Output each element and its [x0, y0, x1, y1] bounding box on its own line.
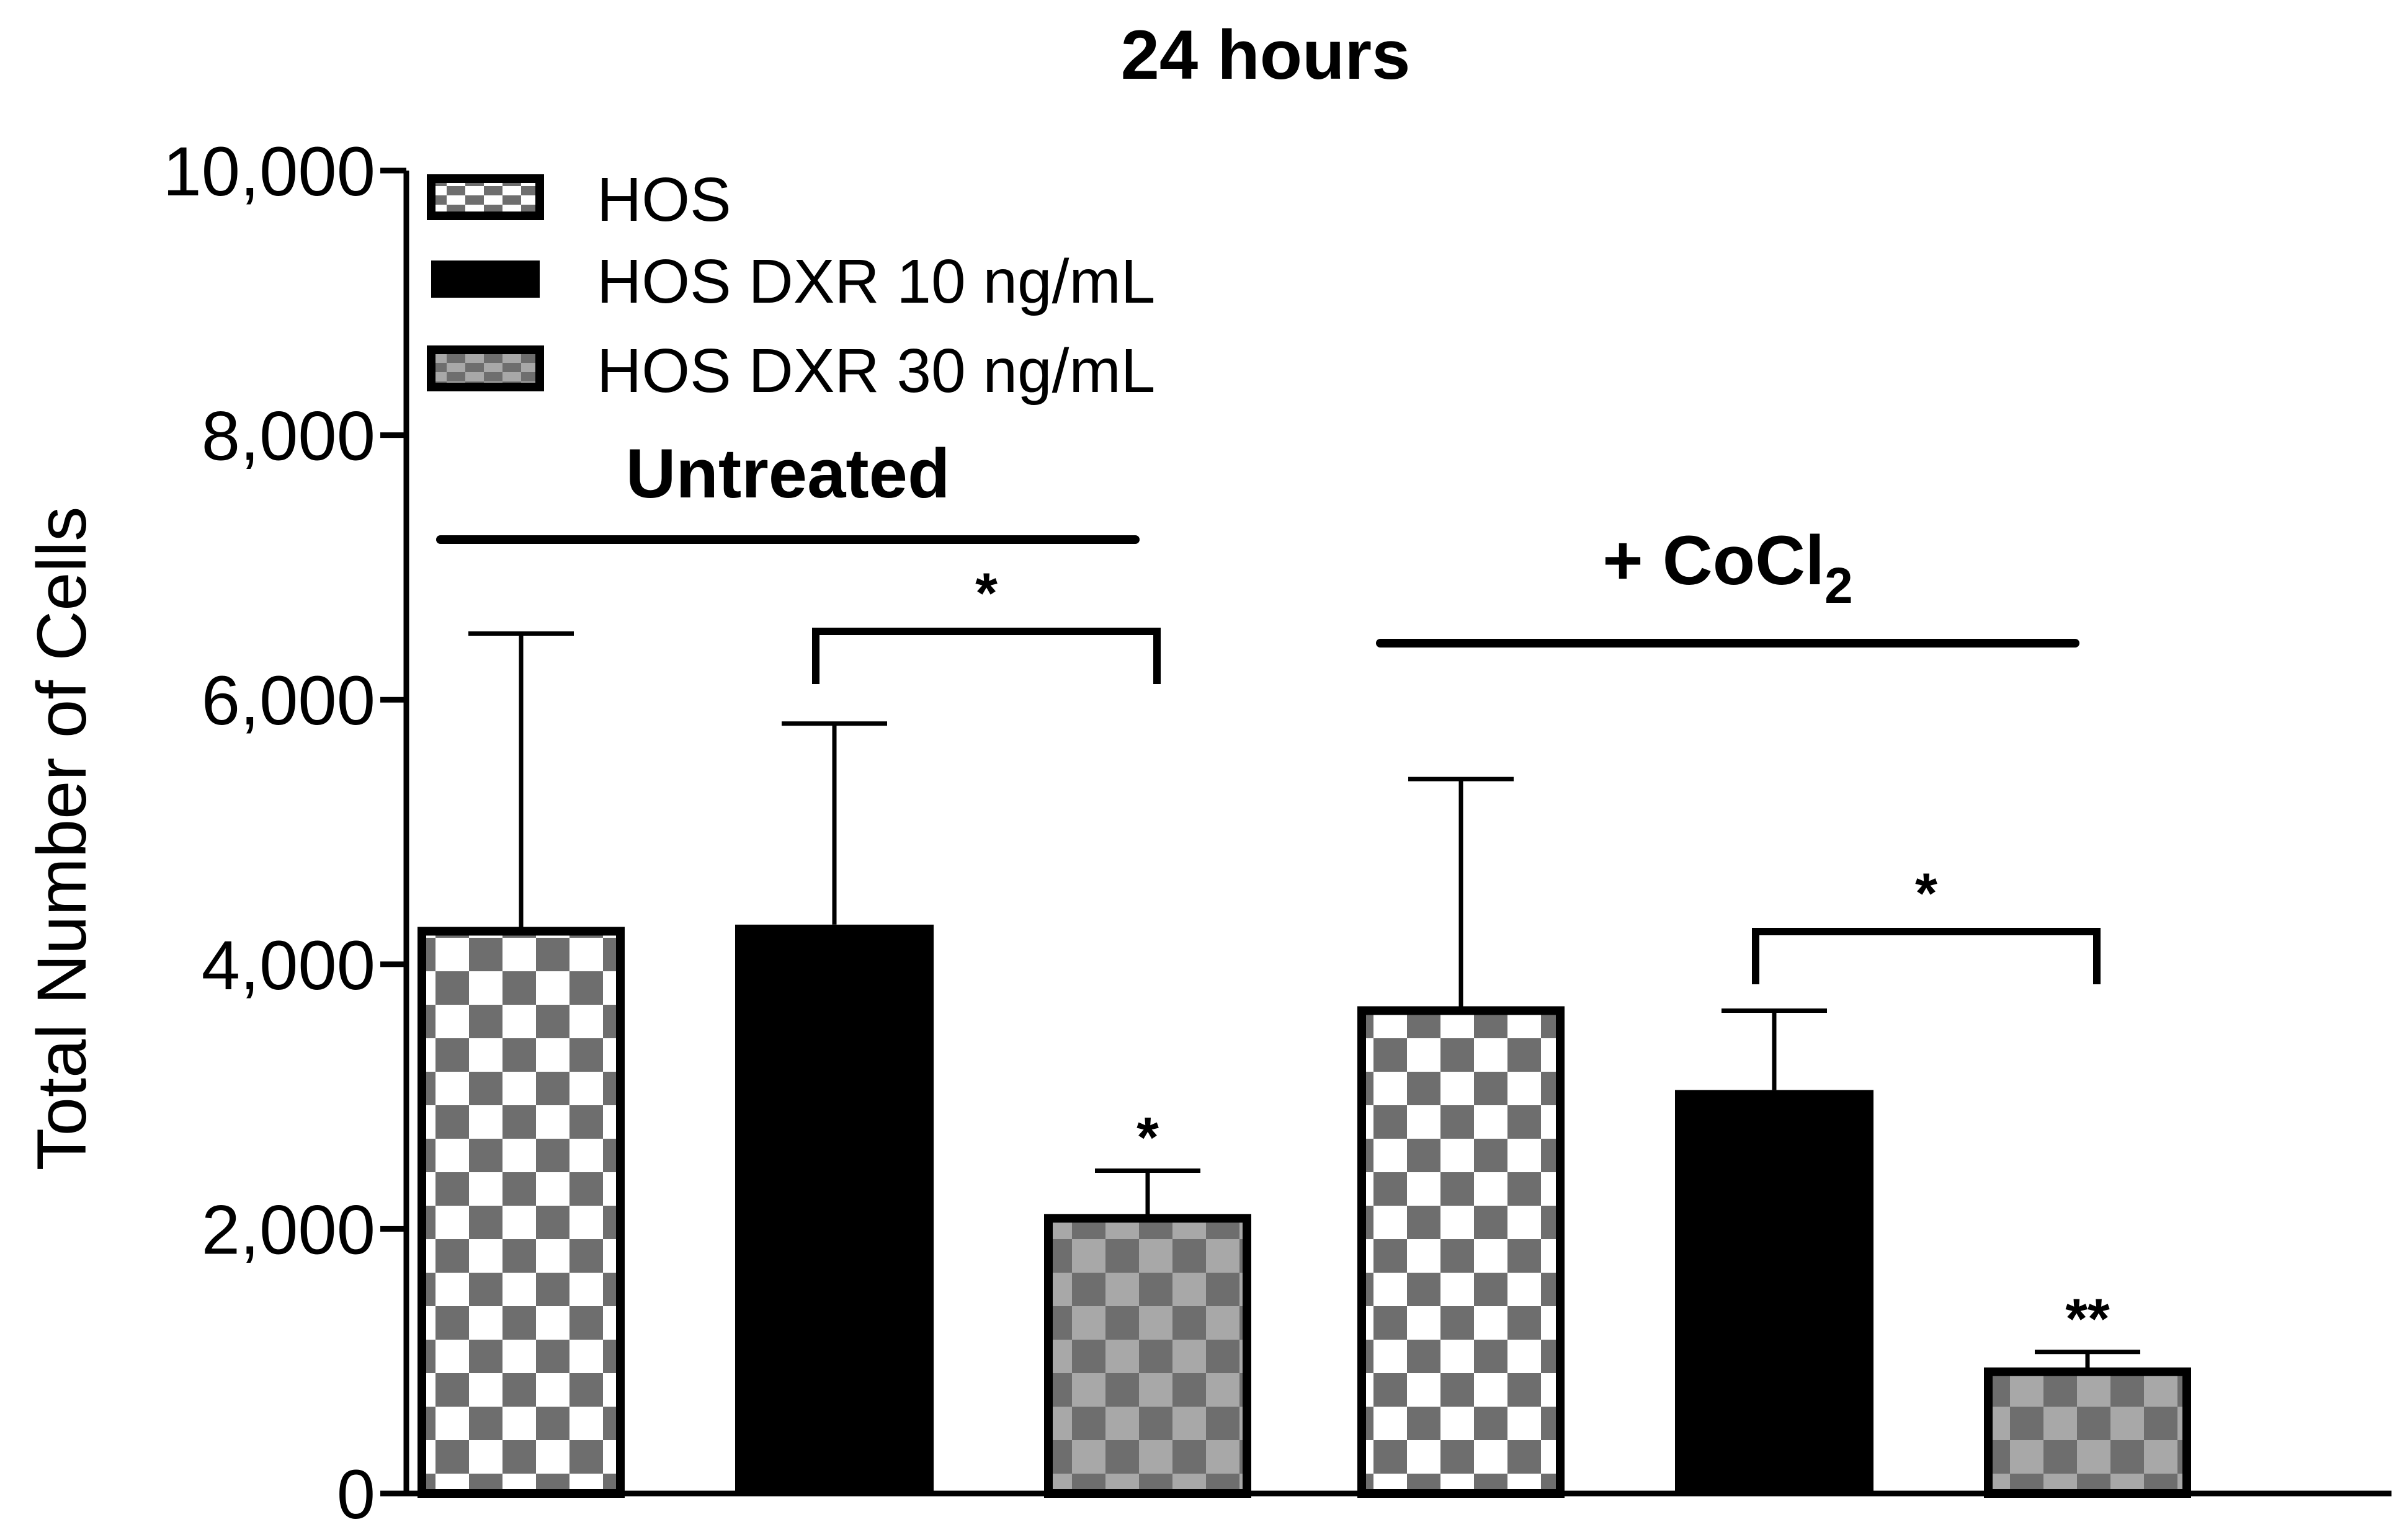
- y-tick-label: 2,000: [202, 1191, 375, 1268]
- y-tick-label: 10,000: [163, 133, 375, 210]
- legend-label: HOS: [597, 165, 731, 234]
- annotations: Untreated+ CoCl2*****: [436, 435, 2110, 1351]
- significance-bracket: [1752, 928, 2101, 984]
- legend: HOS HOS DXR 10 ng/mL HOS DXR 30 ng/mL: [427, 165, 1155, 406]
- group-label-main: + CoCl: [1602, 522, 1824, 599]
- group-label: + CoCl2: [1602, 522, 1852, 614]
- legend-swatch: [427, 174, 544, 220]
- bar-significance-mark: *: [1137, 1106, 1159, 1170]
- bar-significance-mark: **: [2065, 1288, 2110, 1351]
- bars: [418, 631, 2191, 1498]
- legend-swatch: [427, 345, 544, 391]
- significance-mark: *: [1915, 862, 1937, 925]
- bar: [735, 924, 934, 1493]
- group-label-main: Untreated: [626, 435, 950, 512]
- y-tick-label: 6,000: [202, 662, 375, 739]
- y-tick-label: 4,000: [202, 927, 375, 1004]
- group-label-subscript: 2: [1824, 558, 1853, 614]
- bar: [1675, 1090, 1873, 1493]
- y-tick-label: 8,000: [202, 398, 375, 475]
- chart-title: 24 hours: [1121, 16, 1411, 94]
- significance-mark: *: [975, 562, 998, 625]
- legend-label: HOS DXR 30 ng/mL: [597, 336, 1155, 406]
- significance-bracket: [812, 628, 1161, 684]
- y-axis-label: Total Number of Cells: [23, 507, 100, 1171]
- legend-label: HOS DXR 10 ng/mL: [597, 247, 1155, 316]
- group-label: Untreated: [626, 435, 950, 512]
- bar: [1044, 1214, 1251, 1498]
- bar: [1984, 1367, 2191, 1498]
- axes: 0 2,000 4,000 6,000 8,000 10,000: [163, 133, 2391, 1533]
- bar: [418, 927, 625, 1498]
- legend-swatch: [431, 260, 540, 298]
- bar: [1357, 1006, 1565, 1498]
- y-tick-label: 0: [337, 1456, 375, 1533]
